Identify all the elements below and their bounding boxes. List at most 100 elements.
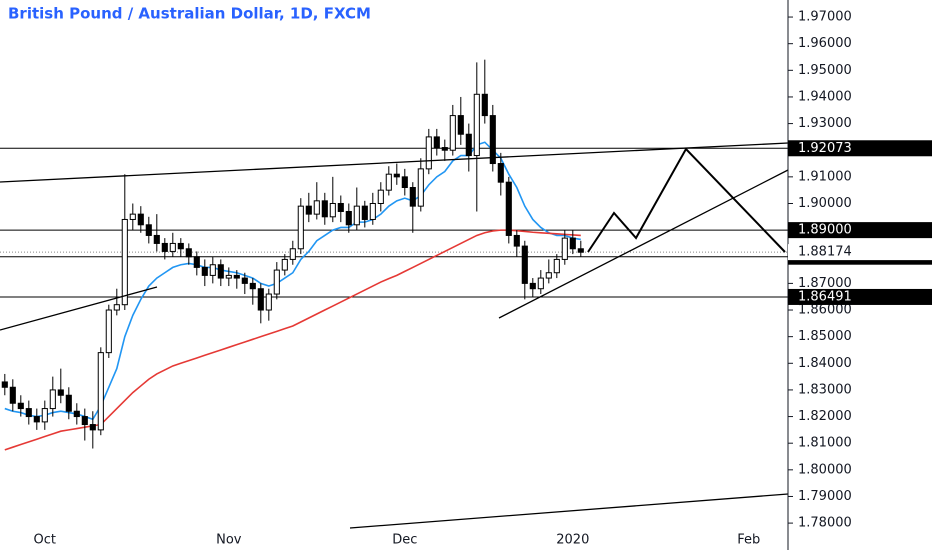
candle-body (441, 147, 448, 151)
candle-body (57, 389, 64, 396)
candle-body (289, 248, 296, 260)
candle-body (273, 269, 280, 295)
trend-line (349, 493, 789, 529)
candle-body (209, 264, 216, 276)
candle-body (393, 173, 400, 178)
candle-body (377, 189, 384, 204)
y-tick-label: 1.93000 (798, 116, 852, 131)
candle-body (257, 288, 264, 311)
candle-body (425, 136, 432, 170)
candle-body (505, 181, 512, 236)
candle-body (49, 389, 56, 410)
candle-body (361, 205, 368, 220)
candle-body (489, 115, 496, 165)
x-tick-label: 2020 (556, 533, 589, 548)
candle-body (121, 218, 128, 306)
candle-body (313, 200, 320, 215)
y-tick-label: 1.90000 (798, 196, 852, 211)
y-tick-label: 1.87000 (798, 276, 852, 291)
candle-body (9, 386, 16, 404)
candle-body (521, 245, 528, 284)
candle-body (481, 93, 488, 117)
candle-body (305, 205, 312, 215)
candle-body (249, 282, 256, 290)
x-tick-label: Oct (34, 533, 56, 548)
candle-body (465, 133, 472, 157)
candle-body (225, 274, 232, 279)
candle-body (297, 205, 304, 250)
candle-body (329, 202, 336, 218)
projection-path (587, 147, 786, 253)
x-tick-label: Feb (737, 533, 760, 548)
candle-body (321, 200, 328, 218)
y-tick-label: 1.96000 (798, 36, 852, 51)
drawings (0, 142, 789, 529)
candle-body (65, 394, 72, 412)
y-tick-label: 1.95000 (798, 63, 852, 78)
candle-body (177, 242, 184, 250)
candle-body (545, 272, 552, 279)
candle-body (385, 173, 392, 191)
candle-body (417, 168, 424, 207)
y-tick-label: 1.84000 (798, 356, 852, 371)
level-label: 1.89000 (798, 223, 852, 238)
candle-body (129, 213, 136, 220)
candle-body (457, 115, 464, 135)
candle-body (25, 408, 32, 418)
candle-body (73, 410, 80, 418)
level-label-box (788, 140, 932, 157)
candle-body (281, 258, 288, 271)
candle-body (137, 213, 144, 226)
y-tick-label: 1.97000 (798, 10, 852, 25)
candle-body (553, 258, 560, 274)
candle-body (561, 237, 568, 260)
chart-title: British Pound / Australian Dollar, 1D, F… (8, 5, 371, 23)
y-tick-label: 1.81000 (798, 436, 852, 451)
candle-body (41, 408, 48, 423)
y-tick-label: 1.79000 (798, 489, 852, 504)
y-tick-label: 1.82000 (798, 409, 852, 424)
y-tick-label: 1.83000 (798, 382, 852, 397)
y-tick-label: 1.91000 (798, 169, 852, 184)
candle-body (265, 293, 272, 311)
candle-body (577, 248, 584, 253)
candle-body (233, 274, 240, 279)
candle-body (1, 381, 8, 388)
y-tick-label: 1.85000 (798, 329, 852, 344)
candle-body (569, 237, 576, 250)
level-label: 1.86491 (798, 289, 852, 304)
candle-body (513, 234, 520, 247)
candle-body (193, 256, 200, 268)
y-tick-label: 1.78000 (798, 516, 852, 531)
trend-line (498, 169, 789, 319)
last-price-box (788, 244, 932, 261)
candle-body (337, 202, 344, 212)
level-label: 1.92073 (798, 141, 852, 156)
candle-body (449, 115, 456, 151)
plot-area (0, 59, 788, 451)
candle-body (145, 224, 152, 236)
candle-body (105, 309, 112, 354)
candle-body (89, 424, 96, 431)
level-label-box (788, 288, 932, 305)
candle-body (97, 352, 104, 431)
candle-body (401, 176, 408, 189)
candle-body (369, 202, 376, 220)
candle-body (217, 264, 224, 279)
level-label-box (788, 222, 932, 239)
candle-body (241, 277, 248, 284)
y-tick-label: 1.80000 (798, 462, 852, 477)
candle-body (169, 242, 176, 252)
candle-body (201, 266, 208, 276)
candle-body (345, 210, 352, 226)
x-tick-label: Dec (392, 533, 417, 548)
last-price-label: 1.88174 (798, 245, 852, 260)
candle-body (433, 136, 440, 149)
y-tick-label: 1.86000 (798, 303, 852, 318)
candle-body (81, 416, 88, 426)
candle-body (17, 402, 24, 410)
candle-body (33, 416, 40, 423)
candle-body (473, 93, 480, 157)
